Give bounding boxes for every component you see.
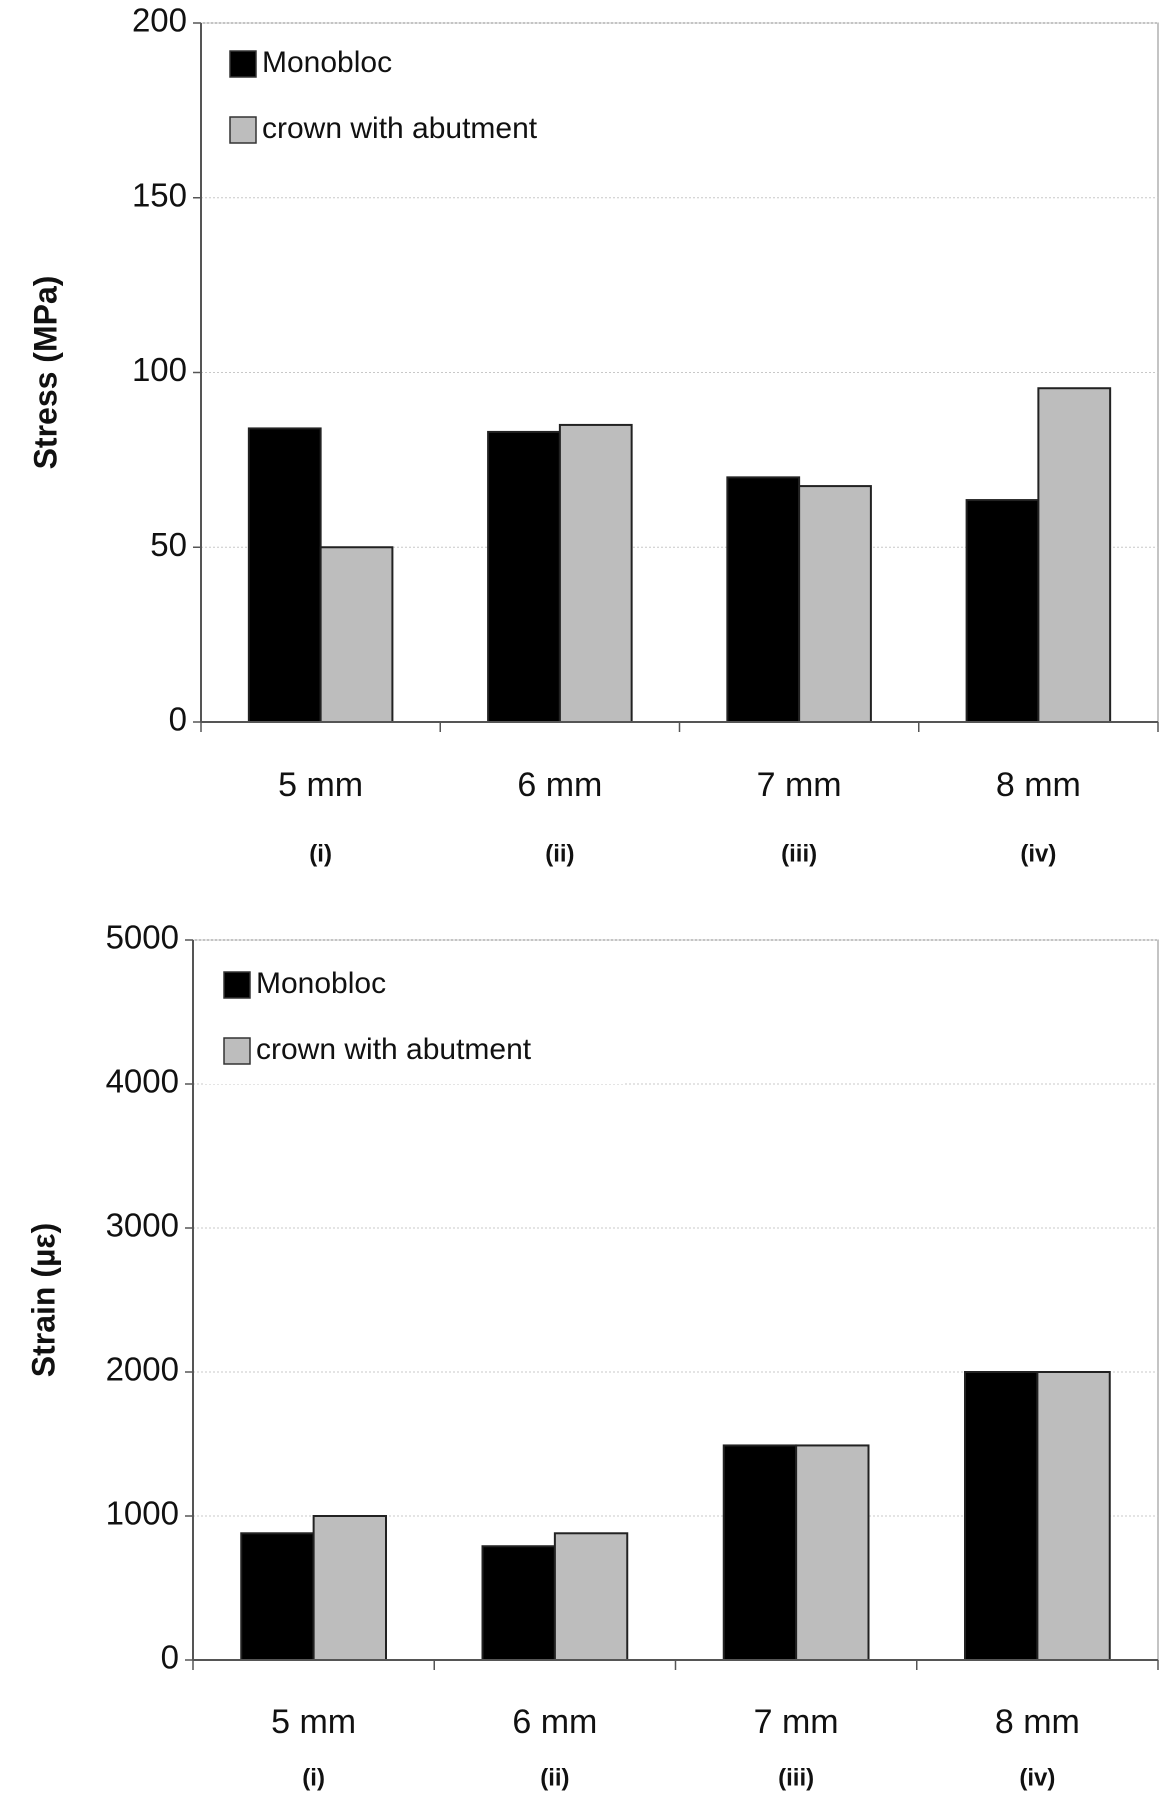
bar: [964, 1371, 1039, 1661]
y-tick-label: 2000: [106, 1351, 179, 1388]
bar: [798, 485, 872, 723]
bar: [487, 430, 561, 723]
x-tick-label: 5 mm: [271, 1703, 356, 1741]
legend-swatch: [223, 1037, 251, 1065]
legend-box: [211, 31, 631, 163]
y-tick-label: 0: [169, 701, 187, 738]
bar: [481, 1545, 556, 1661]
bar: [1037, 387, 1112, 723]
legend-label: Monobloc: [256, 967, 386, 1000]
y-axis-title: Stress (MPa): [27, 276, 63, 470]
x-tick-label: 7 mm: [754, 1703, 839, 1741]
x-tick-label: 6 mm: [512, 1703, 597, 1741]
legend-swatch: [229, 116, 257, 144]
x-sub-label: (iv): [1020, 840, 1056, 867]
x-tick-label: 7 mm: [757, 766, 842, 804]
y-tick-label: 200: [132, 2, 187, 39]
y-tick-label: 5000: [106, 919, 179, 956]
legend-swatch: [229, 50, 257, 78]
bar: [965, 499, 1040, 723]
legend-label: Monobloc: [262, 46, 392, 79]
x-tick-label: 5 mm: [278, 766, 363, 804]
bar: [553, 1532, 629, 1662]
x-tick-label: 8 mm: [995, 1703, 1080, 1741]
x-tick-label: 6 mm: [517, 766, 602, 804]
legend-label: crown with abutment: [256, 1033, 532, 1066]
bar: [1036, 1371, 1111, 1661]
x-tick-label: 8 mm: [996, 766, 1081, 804]
bar: [319, 546, 394, 723]
x-sub-label: (iv): [1019, 1764, 1055, 1791]
legend-label: crown with abutment: [262, 112, 538, 145]
y-tick-label: 100: [132, 351, 187, 388]
bar: [795, 1444, 870, 1661]
x-sub-label: (ii): [545, 840, 574, 867]
x-sub-label: (i): [309, 840, 332, 867]
y-axis-title: Strain (µε): [25, 1223, 61, 1378]
bar: [726, 476, 801, 723]
y-tick-label: 1000: [106, 1495, 179, 1532]
y-tick-label: 4000: [106, 1063, 179, 1100]
x-sub-label: (iii): [781, 840, 817, 867]
y-tick-label: 0: [161, 1639, 179, 1676]
y-tick-label: 150: [132, 176, 187, 213]
y-tick-label: 50: [150, 526, 187, 563]
legend-box: [203, 952, 623, 1084]
bar: [312, 1515, 387, 1661]
x-sub-label: (ii): [540, 1764, 569, 1791]
x-sub-label: (iii): [778, 1764, 814, 1791]
bar: [558, 423, 633, 723]
bar: [240, 1532, 315, 1662]
y-tick-label: 3000: [106, 1207, 179, 1244]
x-sub-label: (i): [302, 1764, 325, 1791]
bar: [722, 1444, 798, 1661]
bar: [247, 427, 322, 723]
legend-swatch: [223, 971, 251, 999]
